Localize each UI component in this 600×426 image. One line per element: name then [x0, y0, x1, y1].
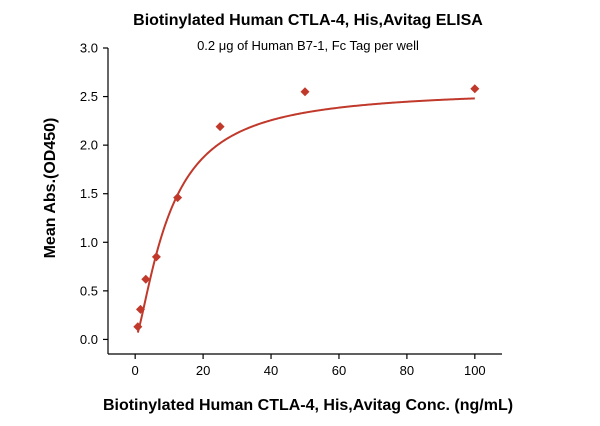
x-tick-label: 80 [400, 363, 414, 378]
data-point [133, 322, 143, 332]
x-tick-label: 60 [332, 363, 346, 378]
x-tick-label: 100 [464, 363, 486, 378]
chart-subtitle: 0.2 μg of Human B7-1, Fc Tag per well [197, 38, 419, 53]
data-point [135, 304, 145, 314]
x-tick-label: 0 [132, 363, 139, 378]
x-tick-label: 40 [264, 363, 278, 378]
data-point [300, 87, 310, 97]
data-point [151, 252, 161, 262]
y-tick-label: 3.0 [80, 41, 98, 56]
y-tick-label: 2.0 [80, 138, 98, 153]
data-point [215, 122, 225, 132]
x-tick-label: 20 [196, 363, 210, 378]
y-axis-label: Mean Abs.(OD450) [42, 118, 59, 259]
data-point [470, 84, 480, 94]
y-tick-label: 2.5 [80, 89, 98, 104]
y-tick-label: 1.0 [80, 235, 98, 250]
x-axis-label: Biotinylated Human CTLA-4, His,Avitag Co… [103, 397, 513, 414]
data-points [133, 84, 480, 332]
y-tick-label: 0.5 [80, 283, 98, 298]
chart-title: Biotinylated Human CTLA-4, His,Avitag EL… [133, 12, 483, 29]
data-point [141, 274, 151, 284]
data-point [173, 193, 183, 203]
axes: 0.0 0.5 1.0 1.5 2.0 2.5 3.0 0 20 40 60 80 100 [80, 41, 502, 378]
fit-curve [136, 97, 475, 333]
y-tick-label: 0.0 [80, 332, 98, 347]
y-tick-label: 1.5 [80, 186, 98, 201]
